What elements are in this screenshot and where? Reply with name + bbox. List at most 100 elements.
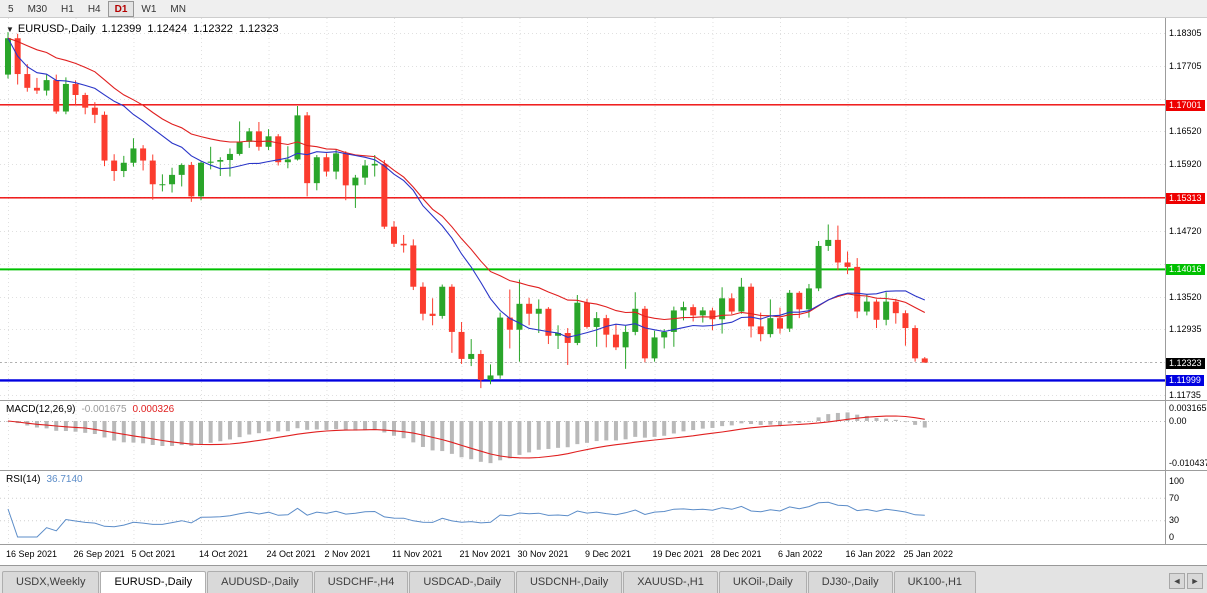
macd-histogram-bar: [73, 421, 78, 432]
chart-tab[interactable]: USDCAD-,Daily: [409, 571, 515, 593]
bull-candle: [487, 375, 494, 380]
price-axis-label: 1.16520: [1169, 126, 1202, 136]
chart-tab[interactable]: EURUSD-,Daily: [100, 571, 207, 593]
bull-candle: [217, 160, 224, 162]
quote-close: 1.12323: [238, 23, 279, 35]
bull-candle: [169, 174, 176, 185]
price-axis-label: 1.11735: [1169, 390, 1201, 400]
chart-tab[interactable]: AUDUSD-,Daily: [207, 571, 313, 593]
level-price-label: 1.14016: [1166, 264, 1205, 275]
macd-histogram-bar: [150, 421, 155, 445]
current-price-label: 1.12323: [1166, 358, 1205, 369]
date-axis-label: 11 Nov 2021: [392, 549, 443, 559]
panel-frame: [0, 18, 1207, 545]
macd-histogram-bar: [816, 417, 821, 421]
level-price-label: 1.11999: [1166, 375, 1204, 386]
macd-histogram-bar: [440, 421, 445, 452]
chart-tab[interactable]: UK100-,H1: [893, 571, 977, 593]
macd-histogram-bar: [430, 421, 435, 451]
bear-candle: [526, 303, 533, 314]
chart-tab[interactable]: USDCHF-,H4: [313, 571, 409, 593]
bear-candle: [748, 286, 755, 327]
price-chart[interactable]: [0, 18, 1207, 545]
macd-histogram-bar: [112, 421, 117, 441]
timeframe-button-5[interactable]: 5: [8, 3, 14, 15]
bull-candle: [468, 353, 475, 359]
timeframe-button-w1[interactable]: W1: [141, 3, 157, 15]
timeframe-button-h1[interactable]: H1: [61, 3, 74, 15]
macd-histogram-bar: [478, 421, 483, 462]
rsi-value: 36.7140: [46, 474, 83, 485]
chart-dropdown-icon[interactable]: ▼: [6, 24, 14, 34]
macd-panel: [0, 412, 1165, 464]
timeframe-toolbar: 5 M30 H1 H4 D1 W1 MN: [0, 0, 1207, 18]
level-price-label: 1.17001: [1166, 100, 1205, 111]
bull-candle: [670, 310, 677, 332]
bear-candle: [777, 318, 783, 329]
rsi-axis-label: 70: [1169, 493, 1180, 503]
bull-candle: [246, 131, 253, 142]
macd-histogram-bar: [835, 412, 840, 421]
macd-histogram-bar: [806, 421, 811, 422]
date-axis-label: 16 Sep 2021: [6, 549, 58, 559]
macd-histogram-bar: [797, 421, 802, 423]
macd-histogram-bar: [449, 421, 454, 454]
tab-scroll-right-button[interactable]: ►: [1187, 573, 1203, 589]
macd-histogram-bar: [652, 421, 657, 437]
macd-histogram-bar: [922, 421, 927, 428]
timeframe-button-mn[interactable]: MN: [170, 3, 186, 15]
macd-histogram-bar: [826, 414, 831, 421]
chart-tab[interactable]: UKOil-,Daily: [718, 571, 807, 593]
macd-histogram-bar: [227, 421, 232, 440]
tab-strip: USDX,Weekly EURUSD-,Daily AUDUSD-,Daily USD…: [0, 571, 977, 593]
macd-histogram-bar: [121, 421, 126, 443]
bear-candle: [564, 333, 571, 343]
bull-candle: [62, 83, 69, 112]
level-price-label: 1.15313: [1166, 193, 1205, 204]
bear-candle: [101, 114, 108, 161]
macd-histogram-bar: [334, 421, 339, 430]
macd-signal-line: [7, 415, 925, 459]
bull-candle: [159, 184, 166, 186]
date-axis-label: 26 Sep 2021: [73, 549, 125, 559]
chart-tab[interactable]: DJ30-,Daily: [807, 571, 893, 593]
macd-histogram-bar: [565, 421, 570, 448]
rsi-line: [7, 501, 925, 538]
bear-candle: [902, 313, 909, 329]
date-axis-label: 9 Dec 2021: [585, 549, 632, 559]
bear-candle: [506, 317, 513, 330]
bull-candle: [516, 303, 523, 330]
timeframe-button-m30[interactable]: M30: [27, 3, 48, 15]
macd-histogram-bar: [420, 421, 425, 447]
bear-candle: [834, 239, 841, 263]
bear-candle: [304, 115, 311, 184]
bear-candle: [690, 307, 697, 316]
bear-candle: [410, 245, 417, 287]
bear-candle: [255, 131, 262, 147]
chart-tab[interactable]: XAUUSD-,H1: [623, 571, 718, 593]
macd-histogram-bar: [363, 421, 368, 431]
macd-histogram-bar: [671, 421, 676, 434]
timeframe-button-d1[interactable]: D1: [107, 0, 135, 17]
timeframe-button-h4[interactable]: H4: [87, 3, 101, 15]
macd-histogram-bar: [536, 421, 541, 450]
macd-histogram-bar: [633, 421, 638, 437]
macd-histogram-bar: [739, 421, 744, 424]
tab-scroll-left-button[interactable]: ◄: [1169, 573, 1185, 589]
chart-tab[interactable]: USDCNH-,Daily: [515, 571, 623, 593]
bull-candle: [5, 38, 11, 75]
macd-histogram-bar: [604, 421, 609, 441]
bull-candle: [805, 288, 812, 310]
bear-candle: [342, 153, 349, 186]
chart-symbol-timeframe: EURUSD-,Daily: [17, 23, 96, 35]
macd-axis-label: -0.010437: [1169, 458, 1207, 468]
bear-candle: [458, 331, 465, 359]
bull-candle: [207, 161, 214, 163]
macd-signal-value: 0.000326: [132, 404, 175, 415]
chart-tab[interactable]: USDX,Weekly: [2, 571, 100, 593]
price-axis-label: 1.18305: [1169, 28, 1202, 38]
bull-candle: [284, 159, 291, 163]
macd-histogram-bar: [266, 421, 271, 432]
bear-candle: [892, 301, 899, 314]
